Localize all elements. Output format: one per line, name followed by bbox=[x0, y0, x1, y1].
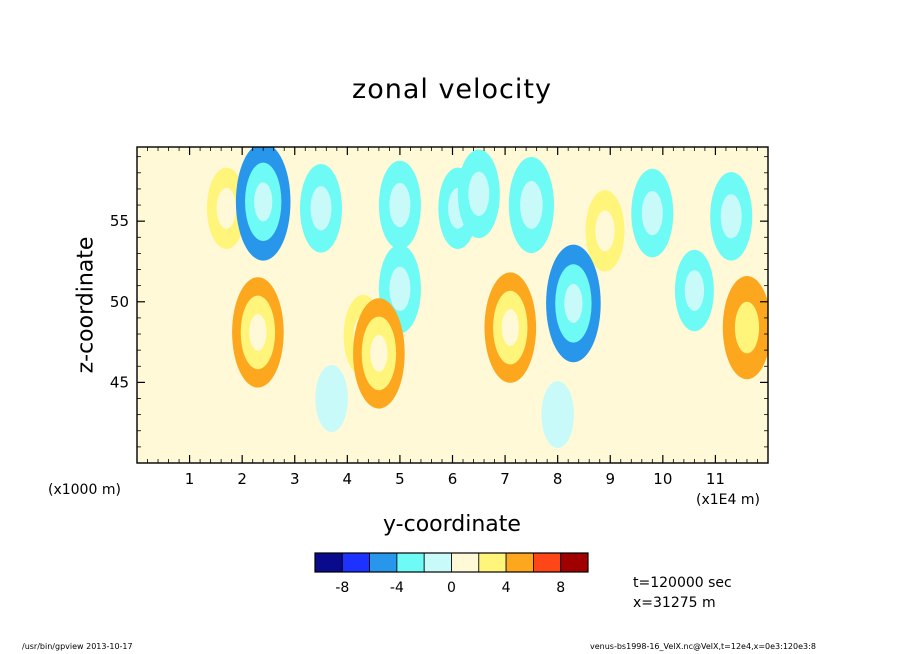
field-blob bbox=[641, 190, 663, 236]
field-blob bbox=[520, 181, 543, 229]
x-tick-label: 4 bbox=[343, 470, 353, 488]
field-blob bbox=[149, 329, 178, 387]
field-blob bbox=[310, 186, 332, 231]
colorbar-tick-label: 0 bbox=[447, 580, 456, 596]
colorbar-swatch bbox=[341, 552, 370, 573]
colorbar: -8 -4 0 4 8 bbox=[314, 552, 589, 596]
colorbar-swatch bbox=[314, 552, 343, 573]
field-blob bbox=[501, 309, 519, 346]
time-annotation: t=120000 sec bbox=[633, 575, 732, 591]
x-axis-label: y-coordinate bbox=[383, 512, 521, 537]
field-blob bbox=[389, 182, 411, 228]
colorbar-swatch bbox=[423, 552, 452, 573]
footer-source: venus-bs1998-16_VelX.nc@VelX,t=12e4,x=0e… bbox=[590, 642, 816, 651]
colorbar-tick-label: 4 bbox=[502, 580, 511, 596]
x-tick-label: 3 bbox=[290, 470, 300, 488]
colorbar-tick-label: -8 bbox=[335, 580, 349, 596]
colorbar-swatch bbox=[478, 552, 507, 573]
y-tick-label: 55 bbox=[110, 212, 129, 230]
colorbar-swatch bbox=[396, 552, 425, 573]
chart-title: zonal velocity bbox=[352, 74, 552, 105]
x-tick-label: 6 bbox=[448, 470, 458, 488]
x-axis-unit-label: (x1E4 m) bbox=[696, 492, 760, 508]
y-tick-label: 45 bbox=[110, 373, 129, 391]
colorbar-tick-label: -4 bbox=[390, 580, 404, 596]
x-tick-label: 7 bbox=[500, 470, 510, 488]
position-annotation: x=31275 m bbox=[633, 595, 716, 611]
field-blob bbox=[564, 283, 583, 323]
footer-command: /usr/bin/gpview 2013-10-17 bbox=[22, 642, 133, 651]
colorbar-swatch bbox=[533, 552, 562, 573]
x-tick-label: 11 bbox=[706, 470, 725, 488]
field-blob bbox=[389, 266, 411, 312]
contour-field bbox=[149, 147, 768, 449]
colorbar-swatch bbox=[369, 552, 398, 573]
colorbar-frame bbox=[314, 552, 589, 573]
field-blob bbox=[468, 171, 490, 216]
field-blob bbox=[595, 210, 615, 252]
field-blob bbox=[254, 182, 273, 222]
x-tick-label: 9 bbox=[605, 470, 615, 488]
field-blob bbox=[315, 365, 348, 432]
colorbar-swatch bbox=[505, 552, 534, 573]
field-blob bbox=[370, 335, 388, 372]
field-blob bbox=[216, 187, 237, 229]
field-blob bbox=[720, 194, 742, 239]
field-blob bbox=[734, 301, 760, 354]
field-blob bbox=[541, 381, 574, 449]
y-axis-label: z-coordinate bbox=[73, 236, 99, 374]
colorbar-swatch bbox=[560, 552, 589, 573]
field-blob bbox=[249, 314, 267, 351]
field-blob bbox=[163, 375, 195, 438]
colorbar-tick-label: 8 bbox=[556, 580, 565, 596]
x-tick-label: 8 bbox=[553, 470, 563, 488]
y-tick-label: 50 bbox=[110, 293, 129, 311]
colorbar-swatch bbox=[451, 552, 480, 573]
x-tick-label: 1 bbox=[185, 470, 195, 488]
x-tick-label: 2 bbox=[237, 470, 247, 488]
x-tick-label: 10 bbox=[653, 470, 672, 488]
field-blob bbox=[684, 270, 705, 311]
x-tick-label: 5 bbox=[395, 470, 405, 488]
y-axis-unit-label: (x1000 m) bbox=[48, 482, 121, 498]
